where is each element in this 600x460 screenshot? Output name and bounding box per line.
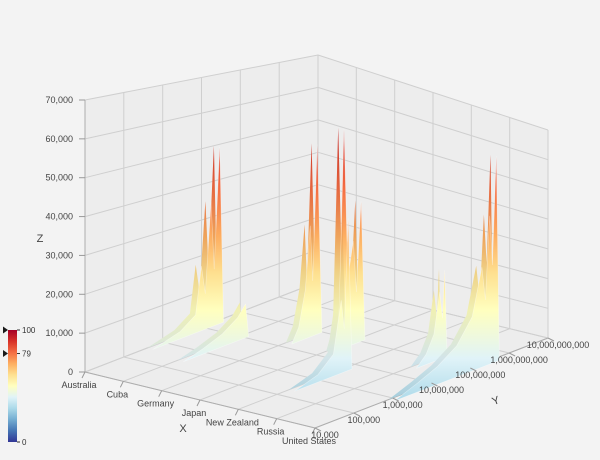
- colorbar-tick-label: 79: [22, 350, 31, 359]
- axis-titles: Z X Y: [37, 233, 502, 435]
- colorbar-swatch: [8, 330, 17, 442]
- wall-grid-z-line: [317, 86, 549, 161]
- z-axis-title: Z: [37, 233, 44, 245]
- y-tick: [470, 367, 477, 372]
- z-tick-label: 60,000: [45, 134, 73, 144]
- wall-grid-z-line: [84, 151, 319, 218]
- colorbar-tick-label: 0: [22, 438, 27, 447]
- y-tick: [431, 382, 438, 387]
- wall-grid-z-line: [84, 86, 319, 140]
- z-tick-label: 0: [68, 367, 73, 377]
- ridge-new-zealand: [294, 218, 353, 392]
- wall-grid-z-line: [317, 119, 549, 190]
- y-tick: [314, 427, 322, 432]
- x-tick: [158, 390, 163, 397]
- wall-grid-z-line: [84, 184, 319, 256]
- y-tick-label: 10,000,000,000: [527, 340, 590, 350]
- wall-grid-z-line: [317, 216, 549, 280]
- x-tick-label: New Zealand: [206, 417, 259, 427]
- ridge-germany: [291, 144, 323, 345]
- y-tick-label: 10,000: [311, 430, 339, 440]
- y-tick: [547, 337, 555, 342]
- ridge-new-zealand-far-face: [288, 217, 347, 390]
- wall-grid-z-line: [84, 119, 319, 179]
- y-tick-label: 100,000: [348, 415, 381, 425]
- y-tick: [508, 352, 516, 357]
- wall-grid-z-line: [317, 54, 549, 131]
- colorbar-marker: [3, 326, 8, 334]
- z-tick-label: 30,000: [45, 250, 73, 260]
- x-tick: [234, 409, 239, 416]
- wall-grid-z-line: [317, 184, 549, 250]
- x-tick: [196, 399, 201, 407]
- ridge-cuba: [183, 303, 249, 363]
- colorbar-marker: [3, 350, 8, 358]
- y-tick-label: 1,000,000,000: [490, 355, 548, 365]
- wall-grid-z-line: [84, 54, 319, 101]
- tick-labels: 0 10,000 20,000 30,000 40,000 50,000 60,000 70,…: [45, 95, 589, 446]
- ridge-new-zealand-shade: [288, 217, 347, 390]
- x-tick: [273, 418, 278, 425]
- y-tick-label: 1,000,000: [383, 400, 423, 410]
- y-tick: [392, 397, 399, 402]
- colorbar[interactable]: 100 79 0: [2, 320, 46, 460]
- x-tick-label: United States: [282, 436, 337, 446]
- x-tick-label: Cuba: [107, 389, 129, 399]
- ridge-united-states: [394, 156, 500, 402]
- z-tick-label: 20,000: [45, 289, 73, 299]
- x-axis-title: X: [179, 423, 187, 435]
- z-tick-label: 10,000: [45, 328, 73, 338]
- x-tick: [81, 371, 86, 379]
- x-tick: [119, 381, 124, 388]
- x-tick: [311, 427, 316, 435]
- z-tick-label: 50,000: [45, 173, 73, 183]
- x-tick-label: Russia: [257, 427, 285, 437]
- tick-marks: [79, 99, 555, 435]
- wall-grid-z-line: [317, 151, 549, 220]
- y-tick-label: 10,000,000: [419, 385, 464, 395]
- wall-grid-z-line: [84, 216, 319, 295]
- ridge-australia: [152, 146, 224, 350]
- y-axis-title: Y: [490, 394, 502, 408]
- ridge-russia: [416, 270, 448, 369]
- z-tick-label: 40,000: [45, 212, 73, 222]
- y-tick-label: 100,000,000: [455, 370, 505, 380]
- x-tick-label: Germany: [137, 399, 175, 409]
- z-tick-label: 70,000: [45, 95, 73, 105]
- colorbar-tick-label: 100: [22, 326, 36, 335]
- x-tick-label: Australia: [61, 380, 96, 390]
- x-tick-label: Japan: [182, 408, 207, 418]
- y-tick: [353, 412, 361, 417]
